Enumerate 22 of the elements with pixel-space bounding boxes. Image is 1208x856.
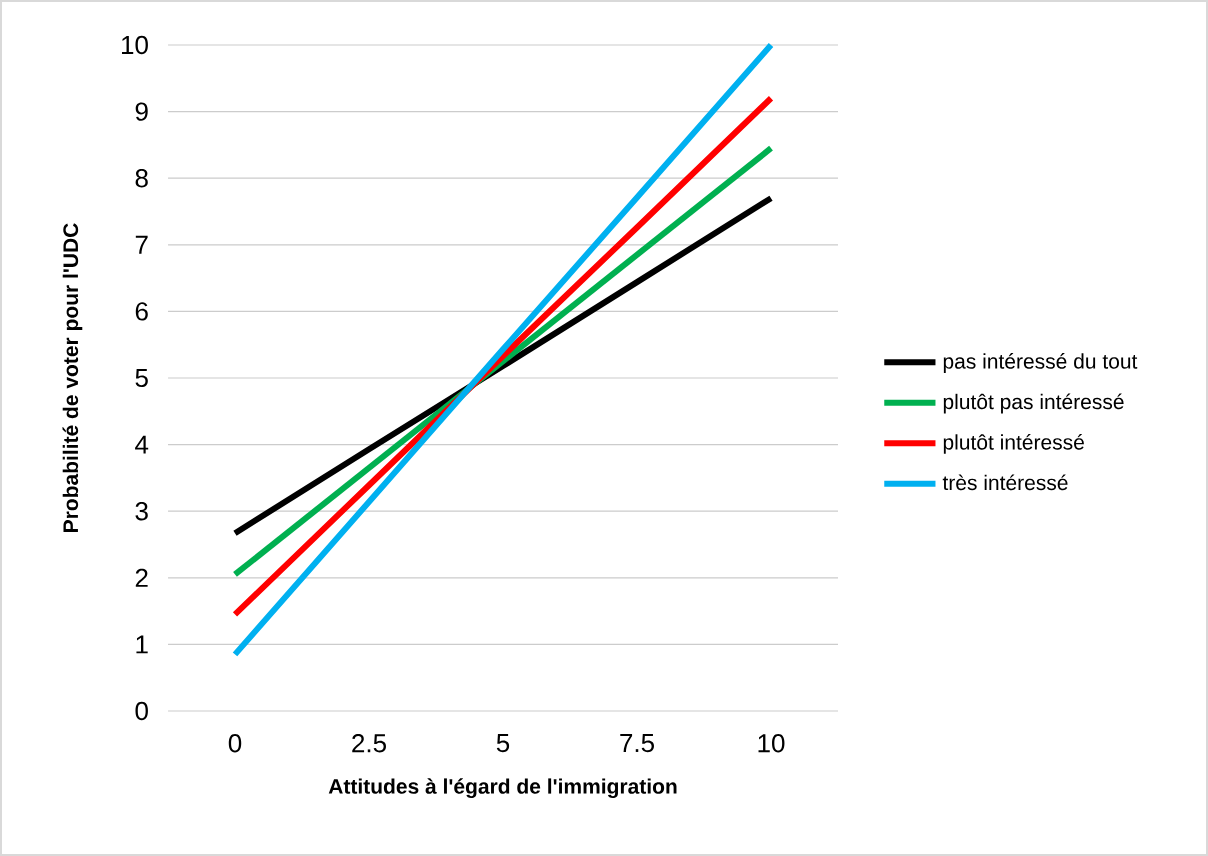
x-tick-label: 2.5 [352,734,386,753]
y-tick-label: 7 [135,235,148,254]
y-tick-label: 8 [135,168,148,188]
x-tick-label: 7.5 [620,734,654,753]
y-tick-label: 6 [135,302,148,321]
x-tick-label: 0 [228,734,242,753]
y-axis-title: Probabilité de voter pour l'UDC [62,223,83,532]
y-tick-label: 3 [135,501,148,521]
legend-label: pas intéressé du tout [943,353,1138,373]
y-tick-label: 1 [136,635,148,654]
x-tick-label: 5 [496,734,510,753]
y-tick-label: 4 [135,435,149,454]
legend-label: plutôt pas intéressé [943,393,1124,414]
legend-label: très intéressé [942,474,1068,491]
x-axis-title: Attitudes à l'égard de l'immigration [328,778,677,799]
y-tick-label: 10 [121,35,148,55]
y-tick-label: 2 [135,568,148,587]
legend-label: plutôt intéressé [943,434,1084,454]
x-tick-label: 10 [758,734,785,753]
y-tick-label: 9 [135,102,148,121]
y-tick-label: 5 [135,368,148,388]
y-tick-label: 0 [135,701,148,721]
